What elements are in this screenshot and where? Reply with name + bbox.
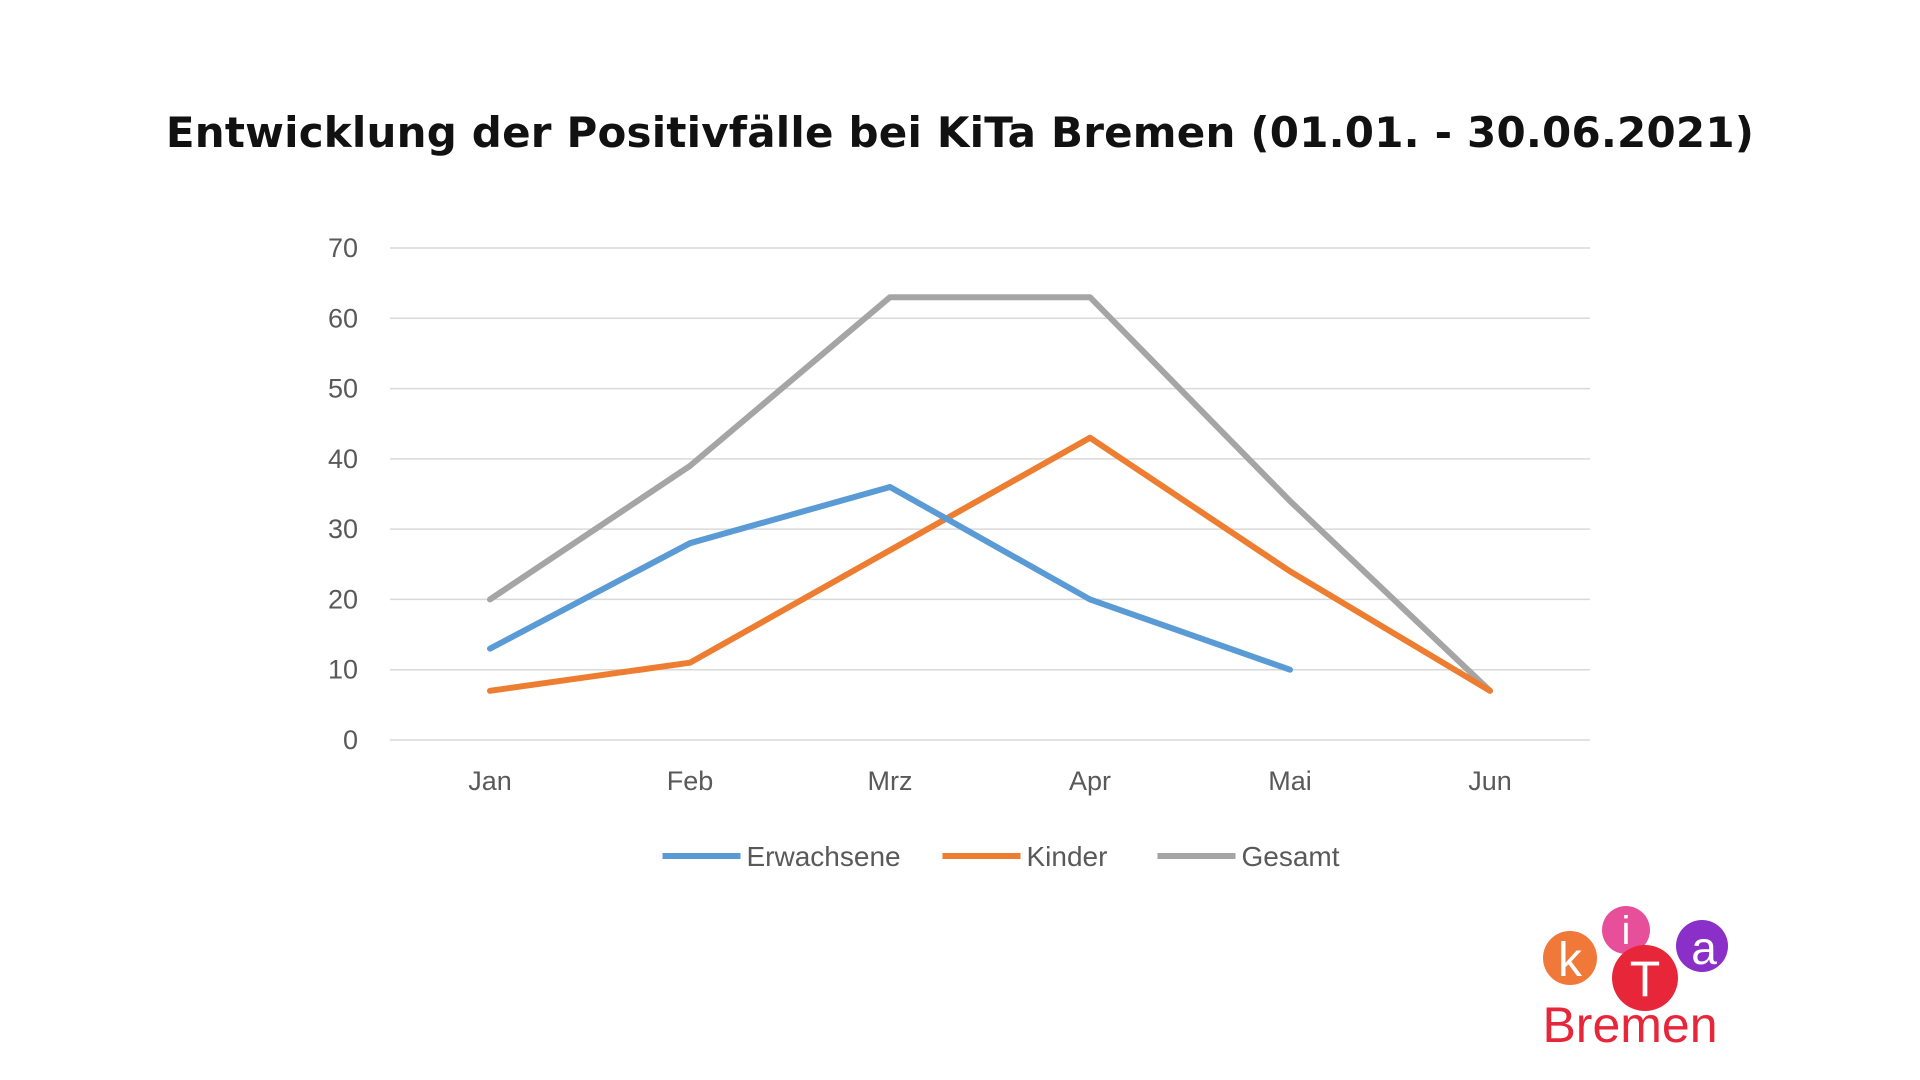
x-tick-label-apr: Apr <box>1069 766 1111 796</box>
logo-letter-t: T <box>1630 951 1661 1007</box>
data-point-erwachsene-feb <box>688 541 692 545</box>
logo-letter-a: a <box>1691 922 1717 974</box>
logo-circle-k <box>1543 931 1597 985</box>
series-line-kinder <box>487 434 1493 694</box>
x-tick-label-feb: Feb <box>667 766 714 796</box>
series-line-erwachsene <box>487 483 1293 673</box>
data-point-gesamt-apr <box>1088 295 1092 299</box>
y-tick-label-0: 0 <box>343 725 358 755</box>
kita-bremen-logo: k i T a <box>1543 906 1728 1011</box>
legend-label-gesamt: Gesamt <box>1242 841 1340 872</box>
data-point-kinder-mrz <box>888 548 892 552</box>
data-point-gesamt-jan <box>488 597 492 601</box>
logo-text-bremen: Bremen <box>1542 997 1718 1053</box>
x-tick-label-mai: Mai <box>1268 766 1312 796</box>
data-point-gesamt-feb <box>688 464 692 468</box>
legend-label-erwachsene: Erwachsene <box>747 841 901 872</box>
data-point-erwachsene-jan <box>488 647 492 651</box>
y-tick-label-70: 70 <box>328 233 358 263</box>
data-point-gesamt-mrz <box>888 295 892 299</box>
data-point-kinder-feb <box>688 661 692 665</box>
data-point-kinder-jun <box>1488 689 1492 693</box>
legend-label-kinder: Kinder <box>1027 841 1108 872</box>
data-point-kinder-apr <box>1088 436 1092 440</box>
y-tick-label-20: 20 <box>328 584 358 614</box>
data-point-erwachsene-mai <box>1288 668 1292 672</box>
y-tick-label-50: 50 <box>328 374 358 404</box>
y-tick-label-10: 10 <box>328 655 358 685</box>
data-point-erwachsene-apr <box>1088 597 1092 601</box>
logo-circle-t <box>1612 945 1678 1011</box>
data-point-gesamt-mai <box>1288 499 1292 503</box>
y-tick-label-40: 40 <box>328 444 358 474</box>
y-tick-label-30: 30 <box>328 514 358 544</box>
logo-letter-k: k <box>1558 934 1583 987</box>
series-line-gesamt <box>487 294 1493 694</box>
y-tick-label-60: 60 <box>328 303 358 333</box>
data-point-kinder-jan <box>488 689 492 693</box>
data-point-erwachsene-mrz <box>888 485 892 489</box>
data-point-kinder-mai <box>1288 569 1292 573</box>
x-tick-label-mrz: Mrz <box>868 766 913 796</box>
x-tick-label-jan: Jan <box>468 766 512 796</box>
line-chart: 0 10 20 30 40 50 60 70 Jan Feb Mrz Apr Mai Jun Erwachs… <box>328 233 1590 872</box>
logo-circle-a <box>1676 920 1728 972</box>
x-tick-label-jun: Jun <box>1468 766 1512 796</box>
chart-title: Entwicklung der Positivfälle bei KiTa Br… <box>165 108 1755 157</box>
logo-letter-i: i <box>1622 909 1631 953</box>
logo-circle-i <box>1602 906 1650 954</box>
